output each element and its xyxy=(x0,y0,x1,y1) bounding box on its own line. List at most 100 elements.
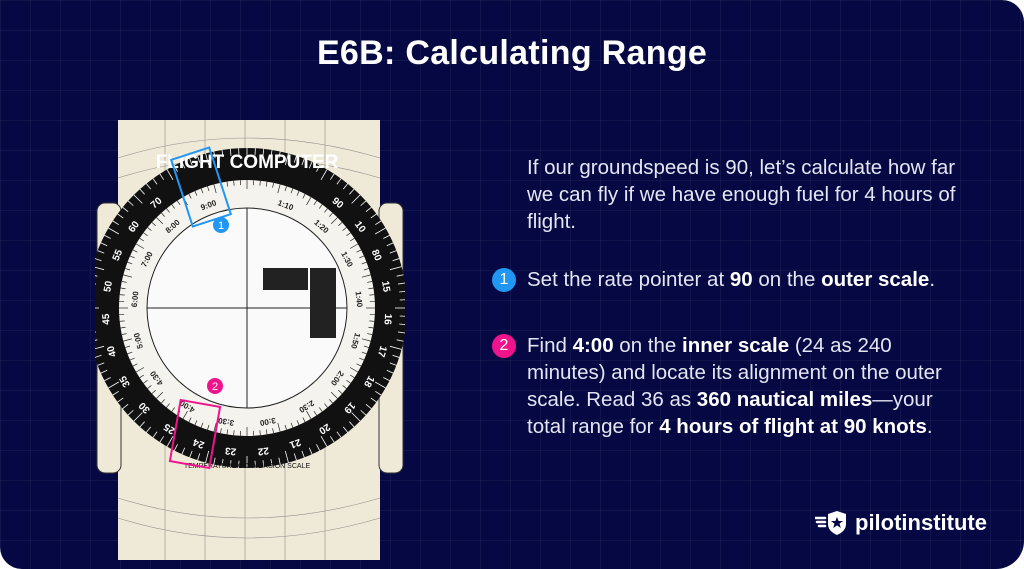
step-1-badge: 1 xyxy=(492,268,516,292)
scale-tick xyxy=(226,429,229,435)
scale-tick xyxy=(336,178,342,185)
scale-tick xyxy=(213,184,217,194)
scale-tick xyxy=(302,417,306,423)
scale-tick xyxy=(320,435,328,447)
scale-tick xyxy=(151,390,156,394)
scale-tick xyxy=(139,421,145,428)
scale-tick xyxy=(370,213,377,219)
scale-tick xyxy=(329,399,333,404)
scale-tick xyxy=(349,374,355,379)
scale-tick xyxy=(97,362,105,366)
outer-scale-label: 17 xyxy=(375,344,389,358)
outer-scale-label: 50 xyxy=(102,280,115,293)
scale-tick xyxy=(396,339,404,342)
highlight-box-2 xyxy=(168,398,222,470)
scale-tick xyxy=(197,155,201,163)
scale-tick xyxy=(316,444,320,451)
scale-tick xyxy=(104,377,111,381)
scale-tick xyxy=(284,424,287,430)
scale-tick xyxy=(301,158,305,166)
scale-tick xyxy=(213,422,217,432)
scale-tick xyxy=(213,457,216,465)
inner-scale-label: 1:50 xyxy=(349,332,362,350)
scale-tick xyxy=(188,193,192,199)
outer-scale-label: 21 xyxy=(288,436,303,450)
inner-scale-label: 6:00 xyxy=(130,290,141,307)
scale-tick xyxy=(319,407,323,412)
scale-tick xyxy=(108,227,120,235)
scale-tick xyxy=(221,459,224,467)
scale-tick xyxy=(120,287,126,290)
e6b-flight-computer-image: FLIGHT COMPUTER TEMPERATURE CONVERSION S… xyxy=(95,120,405,560)
scale-tick xyxy=(112,220,119,226)
scale-tick xyxy=(145,183,152,190)
scale-tick xyxy=(284,186,287,192)
scale-tick xyxy=(200,188,204,194)
scale-tick xyxy=(95,275,98,277)
scale-tick xyxy=(226,181,229,187)
scale-tick xyxy=(363,268,369,271)
scale-tick xyxy=(369,294,375,296)
image-footer-text: TEMPERATURE CONVERSION SCALE xyxy=(184,463,311,470)
scale-tick xyxy=(233,430,235,436)
scale-tick xyxy=(389,345,402,350)
svg-text:2: 2 xyxy=(212,381,218,393)
scale-tick xyxy=(233,180,235,186)
scale-tick xyxy=(127,410,134,416)
scale-tick xyxy=(97,250,105,254)
brand-name: pilotinstitute xyxy=(855,510,987,535)
scale-tick xyxy=(346,232,351,236)
scale-tick xyxy=(135,243,145,249)
inner-scale-label: 5:00 xyxy=(132,331,145,349)
scale-tick xyxy=(374,381,386,389)
outer-scale-label: 22 xyxy=(257,444,270,456)
step-2-badge: 2 xyxy=(492,334,516,358)
scale-tick xyxy=(306,410,312,420)
scale-tick xyxy=(132,249,138,253)
scale-tick xyxy=(197,453,201,461)
scale-tick xyxy=(329,212,333,217)
scale-tick xyxy=(159,173,165,180)
scale-tick xyxy=(122,403,129,410)
outer-scale-label: 18 xyxy=(361,374,376,390)
scale-tick xyxy=(159,436,165,443)
scale-tick xyxy=(119,320,125,322)
scale-tick xyxy=(104,235,111,239)
outer-scale-label: 24 xyxy=(191,436,206,450)
scale-tick xyxy=(95,258,102,262)
scale-tick xyxy=(119,294,125,296)
scale-tick xyxy=(365,403,372,410)
outer-scale-label: 15 xyxy=(379,280,392,293)
scale-tick xyxy=(329,436,335,443)
scale-tick xyxy=(207,186,210,192)
scale-tick xyxy=(361,338,371,342)
scale-tick xyxy=(320,169,328,181)
outer-scale-label: 40 xyxy=(105,344,119,358)
scale-tick xyxy=(302,193,306,199)
pilot-institute-logo: pilotinstitute xyxy=(815,510,987,536)
scale-tick xyxy=(356,363,362,367)
scale-tick xyxy=(166,403,170,408)
scale-tick xyxy=(386,369,394,374)
scale-tick xyxy=(127,351,133,355)
scale-tick xyxy=(375,220,382,226)
scale-tick xyxy=(108,381,120,389)
scale-tick xyxy=(200,422,204,428)
scale-tick xyxy=(313,200,318,206)
scale-tick xyxy=(342,385,347,389)
scale-tick xyxy=(189,450,193,458)
scale-tick xyxy=(181,161,186,169)
scale-tick xyxy=(194,190,198,196)
scale-tick xyxy=(356,249,362,253)
scale-tick xyxy=(259,430,261,436)
image-header-text: FLIGHT COMPUTER xyxy=(156,152,339,173)
outer-scale-label: 55 xyxy=(111,248,126,263)
scale-tick xyxy=(308,447,313,455)
scale-tick xyxy=(132,363,138,367)
scale-tick xyxy=(363,345,369,348)
scale-tick xyxy=(188,417,192,423)
scale-tick xyxy=(120,326,126,329)
scale-tick xyxy=(272,428,274,434)
scale-tick xyxy=(349,188,355,195)
